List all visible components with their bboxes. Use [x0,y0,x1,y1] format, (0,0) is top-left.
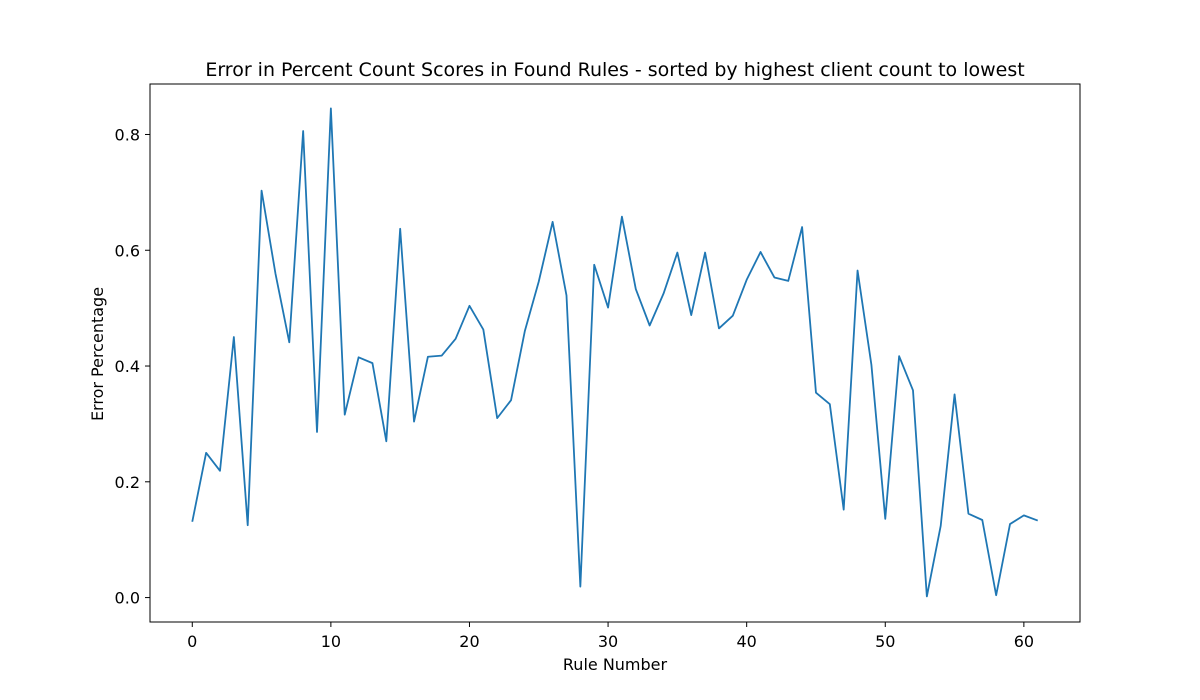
x-tick-label: 0 [187,632,197,651]
chart-title: Error in Percent Count Scores in Found R… [205,59,1024,81]
series-line-0 [191,107,1039,598]
plot-area [149,83,1081,623]
x-tick-label: 10 [321,632,341,651]
y-tick-label: 0.6 [115,241,140,260]
y-tick-label: 0.0 [115,589,140,608]
x-tick-label: 30 [598,632,618,651]
x-tick-label: 20 [459,632,479,651]
y-axis-label: Error Percentage [88,287,107,421]
x-tick-label: 50 [875,632,895,651]
x-tick-label: 40 [736,632,756,651]
plot-frame [149,83,1081,623]
y-tick-label: 0.4 [115,357,140,376]
y-tick-label: 0.2 [115,473,140,492]
x-tick-label: 60 [1014,632,1034,651]
y-axis-ticks: 0.0 0.2 0.4 0.6 0.8 [115,125,150,608]
x-axis-ticks: 0 10 20 30 40 50 60 [187,622,1034,651]
x-axis-label: Rule Number [563,655,668,674]
y-tick-label: 0.8 [115,125,140,144]
